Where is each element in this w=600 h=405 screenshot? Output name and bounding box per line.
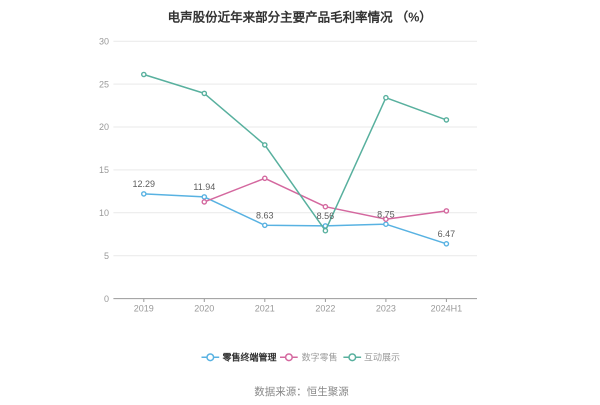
- svg-text:30: 30: [99, 36, 109, 46]
- svg-text:数据来源：恒生聚源: 数据来源：恒生聚源: [254, 385, 349, 398]
- svg-text:25: 25: [99, 79, 109, 89]
- svg-text:8.56: 8.56: [317, 211, 335, 221]
- svg-text:12.29: 12.29: [133, 179, 156, 189]
- svg-text:5: 5: [104, 251, 109, 261]
- svg-text:电声股份近年来部分主要产品毛利率情况 （%）: 电声股份近年来部分主要产品毛利率情况 （%）: [168, 10, 432, 25]
- svg-text:2020: 2020: [194, 304, 214, 314]
- svg-text:互动展示: 互动展示: [364, 353, 400, 363]
- svg-text:0: 0: [104, 294, 109, 304]
- svg-text:8.75: 8.75: [377, 210, 395, 220]
- svg-text:10: 10: [99, 208, 109, 218]
- svg-text:数字零售: 数字零售: [302, 352, 338, 363]
- svg-text:15: 15: [99, 165, 109, 175]
- svg-text:2022: 2022: [315, 304, 335, 314]
- svg-text:2024H1: 2024H1: [431, 304, 463, 314]
- svg-text:2023: 2023: [376, 304, 396, 314]
- svg-text:零售终端管理: 零售终端管理: [222, 352, 277, 363]
- svg-text:8.63: 8.63: [256, 211, 274, 221]
- svg-text:20: 20: [99, 122, 109, 132]
- svg-text:2021: 2021: [255, 304, 275, 314]
- svg-text:2019: 2019: [134, 304, 154, 314]
- svg-text:11.94: 11.94: [193, 182, 215, 192]
- svg-text:6.47: 6.47: [438, 229, 456, 239]
